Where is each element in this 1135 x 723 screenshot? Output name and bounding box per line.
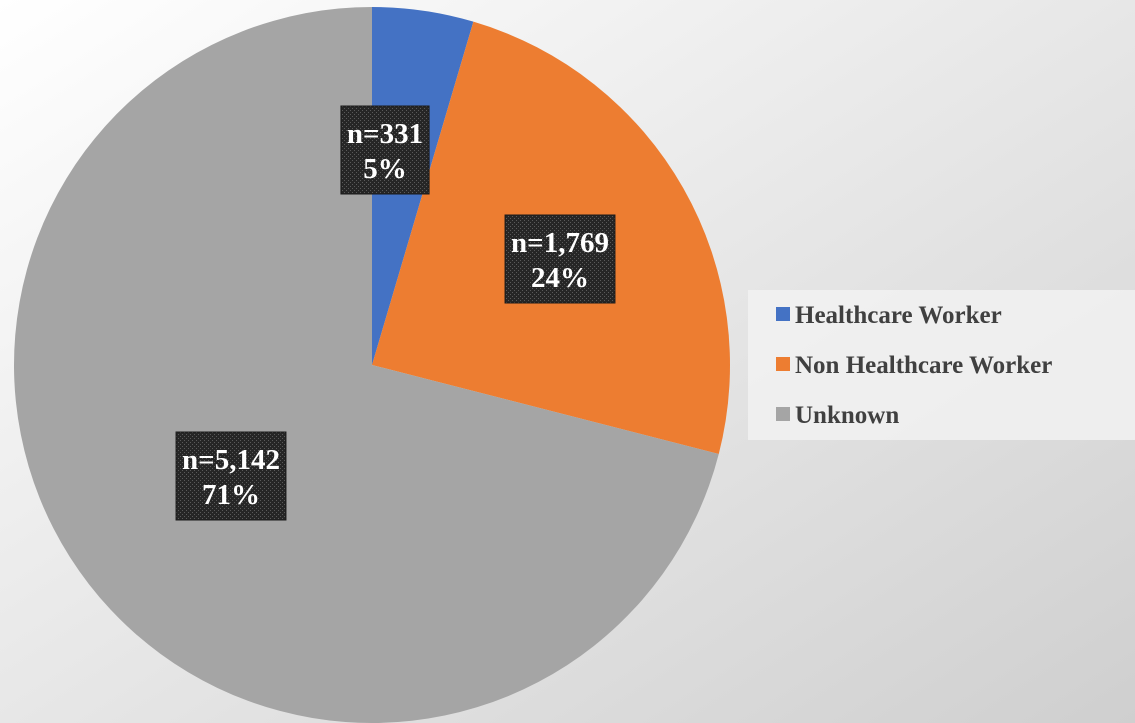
data-label-box [504, 214, 616, 304]
data-label-count: n=331 [347, 118, 423, 150]
pie-slice [14, 7, 719, 723]
legend-swatch [776, 407, 790, 421]
legend-swatch [776, 307, 790, 321]
data-label-count: n=1,769 [511, 227, 609, 259]
data-label-box [175, 431, 287, 521]
data-label-percent: 71% [202, 479, 260, 511]
data-label-percent: 5% [363, 153, 407, 185]
legend-label: Non Healthcare Worker [795, 352, 1052, 379]
legend-label: Healthcare Worker [795, 302, 1002, 329]
data-label-box [340, 105, 430, 195]
legend-box [748, 290, 1135, 440]
legend-label: Unknown [795, 402, 899, 429]
data-label-percent: 24% [531, 262, 589, 294]
data-label-count: n=5,142 [182, 444, 280, 476]
legend-swatch [776, 357, 790, 371]
